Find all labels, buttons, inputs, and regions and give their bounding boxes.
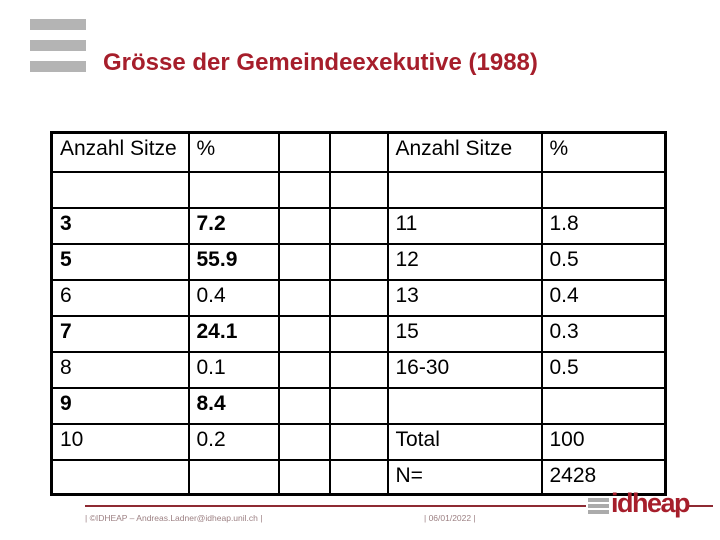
spacer-cell [277,170,331,209]
cell-seats-right [386,170,543,209]
cell-pct-right: 100 [540,422,667,461]
cell-pct-left: 8.4 [187,386,280,425]
spacer-cell [277,242,331,281]
footer-date: | 06/01/2022 | [424,513,476,523]
idheap-logo-text: idheap [611,488,691,518]
gray-bar-icon [30,19,86,30]
cell-pct-left: 7.2 [187,206,280,245]
spacer-cell [277,422,331,461]
cell-pct-right: 2428 [540,458,667,496]
spacer-cell [277,278,331,317]
idheap-logo-bars-icon [588,498,609,516]
gray-bar-icon [30,61,86,72]
cell-pct-right: 0.4 [540,278,667,317]
table-row: N= 2428 [50,458,667,496]
cell-pct-right [540,170,667,209]
cell-seats-right: 12 [386,242,543,281]
spacer-cell [328,206,389,245]
cell-seats-right: 15 [386,314,543,353]
cell-seats-left: 3 [50,206,190,245]
spacer-cell [328,278,389,317]
cell-pct-left [187,170,280,209]
header-pct-right: % [540,131,667,173]
cell-seats-left: 6 [50,278,190,317]
spacer-cell [328,386,389,425]
cell-seats-right: 13 [386,278,543,317]
cell-pct-right: 0.5 [540,242,667,281]
cell-pct-left: 0.2 [187,422,280,461]
spacer-cell [277,350,331,389]
table-row [50,170,667,209]
cell-pct-right [540,386,667,425]
cell-seats-left [50,458,190,496]
gray-bar-icon [588,498,609,502]
cell-seats-right: N= [386,458,543,496]
spacer-cell [277,206,331,245]
cell-seats-left: 9 [50,386,190,425]
cell-seats-left [50,170,190,209]
table-row: 8 0.1 16-30 0.5 [50,350,667,389]
gray-bar-icon [588,510,609,514]
cell-pct-right: 0.5 [540,350,667,389]
spacer-cell [328,314,389,353]
spacer-cell [277,458,331,496]
cell-seats-left: 10 [50,422,190,461]
slide-title: Grösse der Gemeindeexekutive (1988) [103,49,538,76]
cell-seats-right: 11 [386,206,543,245]
slide-corner-bars-icon [30,19,86,82]
spacer-cell [328,242,389,281]
cell-pct-right: 0.3 [540,314,667,353]
cell-pct-right: 1.8 [540,206,667,245]
spacer-cell [277,314,331,353]
cell-seats-right [386,386,543,425]
executive-size-table: Anzahl Sitze % Anzahl Sitze % 3 7.2 11 1… [50,131,667,496]
cell-pct-left: 0.4 [187,278,280,317]
header-seats-left: Anzahl Sitze [50,131,190,173]
cell-seats-right: 16-30 [386,350,543,389]
table-row: 7 24.1 15 0.3 [50,314,667,353]
cell-seats-right: Total [386,422,543,461]
spacer-cell [277,131,331,173]
table-row: 10 0.2 Total 100 [50,422,667,461]
header-pct-left: % [187,131,280,173]
cell-pct-left [187,458,280,496]
table-header-row: Anzahl Sitze % Anzahl Sitze % [50,131,667,173]
spacer-cell [328,458,389,496]
table-row: 3 7.2 11 1.8 [50,206,667,245]
spacer-cell [277,386,331,425]
table-row: 6 0.4 13 0.4 [50,278,667,317]
cell-pct-left: 0.1 [187,350,280,389]
cell-seats-left: 5 [50,242,190,281]
cell-seats-left: 7 [50,314,190,353]
gray-bar-icon [30,40,86,51]
table-row: 9 8.4 [50,386,667,425]
cell-pct-left: 55.9 [187,242,280,281]
table-row: 5 55.9 12 0.5 [50,242,667,281]
gray-bar-icon [588,504,609,508]
footer-rule [85,505,586,507]
spacer-cell [328,170,389,209]
footer-rule-right [687,505,713,507]
footer-copyright: | ©IDHEAP – Andreas.Ladner@idheap.unil.c… [85,513,263,523]
spacer-cell [328,422,389,461]
spacer-cell [328,350,389,389]
cell-pct-left: 24.1 [187,314,280,353]
header-seats-right: Anzahl Sitze [386,131,543,173]
spacer-cell [328,131,389,173]
cell-seats-left: 8 [50,350,190,389]
